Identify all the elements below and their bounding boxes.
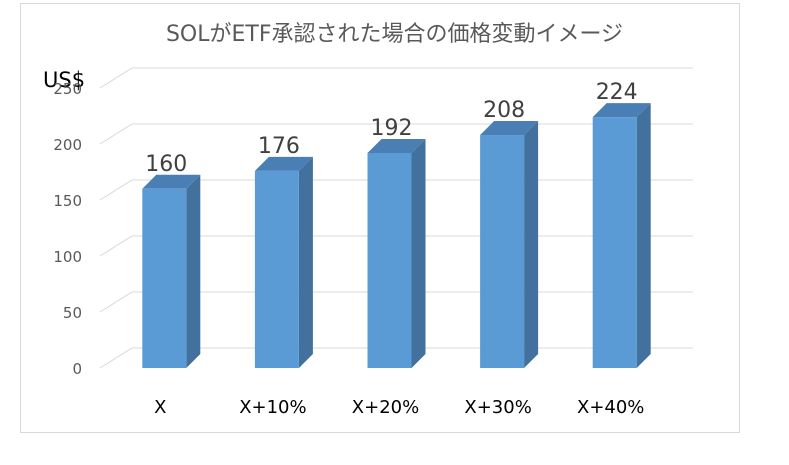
y-axis-unit-label: US$ xyxy=(43,68,86,92)
bar-value-label: 208 xyxy=(483,98,525,123)
bar-side xyxy=(524,121,539,368)
y-tick-label: 250 xyxy=(53,80,82,98)
bar-side xyxy=(298,156,313,368)
bar xyxy=(254,170,299,368)
bar-value-label: 224 xyxy=(596,80,638,105)
bar xyxy=(592,117,637,369)
bar-top xyxy=(254,156,313,171)
x-category-label: X+20% xyxy=(352,397,419,418)
y-tick-label: 150 xyxy=(53,192,82,210)
bar-side xyxy=(186,174,201,368)
bar xyxy=(367,152,412,368)
x-category-label: X+10% xyxy=(239,397,306,418)
gridline xyxy=(99,67,693,89)
bar-side xyxy=(411,138,426,368)
bar xyxy=(142,188,187,368)
bar-value-label: 160 xyxy=(145,152,187,177)
bar-top xyxy=(480,121,539,136)
bar xyxy=(480,135,525,368)
bar-top xyxy=(142,174,201,189)
bar-top xyxy=(592,103,651,118)
bar-value-label: 192 xyxy=(371,116,413,141)
y-tick-label: 100 xyxy=(53,248,82,266)
bar-top xyxy=(367,138,426,153)
bar-value-label: 176 xyxy=(258,134,300,159)
y-tick-label: 0 xyxy=(72,360,82,378)
chart-title: SOLがETF承認された場合の価格変動イメージ xyxy=(165,22,624,47)
x-category-label: X+30% xyxy=(464,397,531,418)
bar-side xyxy=(636,103,651,369)
y-tick-label: 50 xyxy=(63,304,82,322)
y-tick-label: 200 xyxy=(53,136,82,154)
x-category-label: X xyxy=(154,397,166,418)
x-category-label: X+40% xyxy=(577,397,644,418)
